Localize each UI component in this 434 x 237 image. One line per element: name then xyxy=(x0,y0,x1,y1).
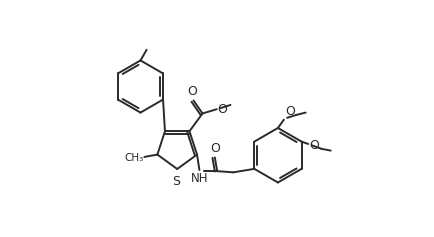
Text: O: O xyxy=(217,103,227,116)
Text: O: O xyxy=(309,139,318,152)
Text: S: S xyxy=(171,175,180,188)
Text: O: O xyxy=(209,141,219,155)
Text: NH: NH xyxy=(191,172,208,185)
Text: O: O xyxy=(284,105,294,118)
Text: CH₃: CH₃ xyxy=(124,153,143,163)
Text: O: O xyxy=(187,85,197,98)
